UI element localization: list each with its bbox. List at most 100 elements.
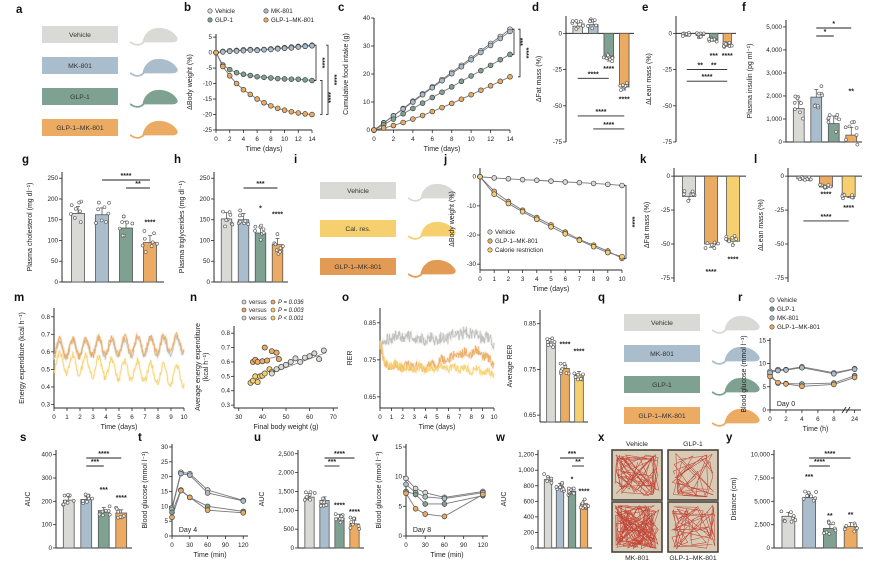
svg-text:100: 100 (47, 237, 58, 244)
svg-text:**: ** (135, 181, 141, 188)
svg-text:GLP-1: GLP-1 (70, 94, 90, 101)
svg-text:4,000: 4,000 (766, 47, 782, 54)
svg-text:15: 15 (395, 444, 403, 451)
mouse-silhouette (407, 221, 456, 240)
svg-text:4: 4 (800, 416, 804, 423)
svg-text:50: 50 (51, 258, 59, 265)
panel-chart-x: Vehicle GLP-1 MK-801 GLP-1–MK-801 (611, 441, 719, 562)
svg-text:GLP-1–MK-801: GLP-1–MK-801 (334, 264, 381, 271)
panel-chart-n: 0.3 0.4 0.5 0.6 0.7 0.8 30 40 50 60 70 Final body w… (195, 299, 338, 431)
svg-text:Energy expenditure (kcal h⁻¹): Energy expenditure (kcal h⁻¹) (19, 312, 26, 404)
svg-text:9: 9 (169, 414, 173, 421)
svg-text:Average energy expenditure: Average energy expenditure (195, 323, 202, 411)
svg-text:30: 30 (186, 542, 194, 549)
svg-text:-25: -25 (553, 67, 563, 74)
svg-text:5,000: 5,000 (754, 498, 770, 505)
svg-text:120: 120 (238, 542, 249, 549)
svg-text:5: 5 (762, 384, 766, 391)
svg-text:versus: versus (249, 316, 267, 322)
svg-text:60: 60 (204, 542, 212, 549)
svg-text:0.3: 0.3 (41, 401, 50, 408)
svg-text:Time (days): Time (days) (246, 146, 283, 153)
svg-text:-75: -75 (663, 139, 673, 146)
panel-label-p: p (502, 292, 510, 304)
svg-text:3: 3 (412, 414, 416, 421)
svg-text:6: 6 (816, 416, 820, 423)
svg-text:0: 0 (398, 533, 402, 540)
svg-text:-50: -50 (553, 103, 563, 110)
svg-text:7: 7 (578, 276, 582, 283)
svg-text:12: 12 (487, 136, 495, 143)
svg-text:30: 30 (363, 43, 371, 50)
mouse-silhouette (407, 259, 456, 278)
svg-text:Vehicle: Vehicle (777, 297, 798, 304)
svg-text:*: * (571, 477, 574, 484)
svg-text:4: 4 (104, 414, 108, 421)
svg-text:****: **** (603, 122, 614, 129)
svg-text:5: 5 (208, 34, 212, 41)
panel-chart-d: 0 -25 -50 -75 ΔFat mass (%) **** **** **** **** *… (536, 16, 634, 146)
svg-text:10: 10 (363, 99, 371, 106)
svg-text:Vehicle: Vehicle (495, 229, 516, 236)
svg-text:300: 300 (41, 475, 52, 482)
svg-text:-5: -5 (206, 65, 212, 72)
svg-text:Time (days): Time (days) (424, 146, 461, 153)
svg-text:GLP-1–MK-801: GLP-1–MK-801 (495, 238, 539, 245)
svg-text:ΔLean mass (%): ΔLean mass (%) (646, 53, 653, 105)
svg-text:200: 200 (199, 196, 210, 203)
svg-text:2: 2 (507, 276, 511, 283)
svg-text:0: 0 (206, 279, 210, 286)
svg-text:-75: -75 (661, 275, 671, 282)
svg-text:50: 50 (203, 258, 211, 265)
panel-label-r: r (738, 292, 743, 304)
svg-text:8: 8 (592, 276, 596, 283)
svg-text:40: 40 (259, 414, 267, 421)
panel-u: u 0 500 1,000 1,500 2,000 2,500 AUC **** **** *** *… (254, 432, 372, 560)
panel-y: y 0 2,500 5,000 7,500 10,000 Distance (cm) *** *… (726, 432, 873, 560)
svg-text:****: **** (596, 109, 607, 116)
svg-text:0: 0 (558, 30, 562, 37)
openfield-track-GLP-1–MK-801 (667, 501, 719, 553)
svg-text:400: 400 (41, 452, 52, 459)
svg-text:Cal. res.: Cal. res. (345, 226, 370, 233)
svg-text:4: 4 (411, 136, 415, 143)
svg-text:8: 8 (269, 136, 273, 143)
svg-text:120: 120 (478, 542, 489, 549)
svg-text:7,500: 7,500 (754, 475, 770, 482)
svg-text:ΔBody weight (%): ΔBody weight (%) (449, 191, 456, 247)
panel-n: n 0.3 0.4 0.5 0.6 0.7 0.8 30 40 50 60 70 Final body … (190, 292, 344, 434)
svg-text:GLP-1: GLP-1 (777, 306, 795, 313)
panel-j: j 0 -10 -20 -30 0 1 2 3 4 5 6 7 8 9 10 Time (days) ΔBody … (444, 154, 640, 294)
panel-chart-m: 0.3 0.4 0.5 0.6 0.7 0.8 0 1 2 3 4 5 6 7 8 9 10 Time (days… (19, 308, 188, 431)
svg-text:0: 0 (170, 542, 174, 549)
svg-text:5: 5 (435, 414, 439, 421)
svg-text:7: 7 (143, 414, 147, 421)
svg-text:0.7: 0.7 (221, 345, 230, 352)
legend-swatch-Vehicle: Vehicle (624, 314, 760, 334)
svg-text:5: 5 (117, 414, 121, 421)
svg-text:Plasma triglycerides (mg dl⁻¹): Plasma triglycerides (mg dl⁻¹) (179, 181, 186, 273)
svg-text:GLP-1–MK-801: GLP-1–MK-801 (777, 324, 821, 331)
svg-text:1,000: 1,000 (518, 467, 534, 474)
svg-text:-75: -75 (553, 139, 563, 146)
svg-text:****: **** (619, 96, 630, 103)
svg-text:****: **** (121, 173, 132, 180)
panel-k: k 0 -25 -50 -75 ΔFat mass (%) **** **** (640, 154, 754, 294)
svg-text:0.6: 0.6 (41, 349, 50, 356)
svg-text:250: 250 (199, 175, 210, 182)
svg-text:0: 0 (214, 136, 218, 143)
svg-text:60: 60 (441, 542, 449, 549)
svg-text:0.65: 0.65 (364, 394, 377, 401)
svg-text:1: 1 (492, 276, 496, 283)
panel-label-q: q (598, 292, 606, 304)
legend-swatch-GLP-1: GLP-1 (42, 88, 178, 108)
legend-swatch-MK-801: MK-801 (42, 57, 178, 77)
panel-r: r 0 5 10 15 0 2 4 6 8 24 Time (h) Blood glucose (mmo… (738, 292, 873, 434)
svg-text:24: 24 (851, 416, 859, 423)
svg-text:-15: -15 (203, 96, 213, 103)
svg-text:0.3: 0.3 (221, 402, 230, 409)
svg-text:2: 2 (228, 136, 232, 143)
svg-text:Time (min): Time (min) (430, 552, 463, 559)
